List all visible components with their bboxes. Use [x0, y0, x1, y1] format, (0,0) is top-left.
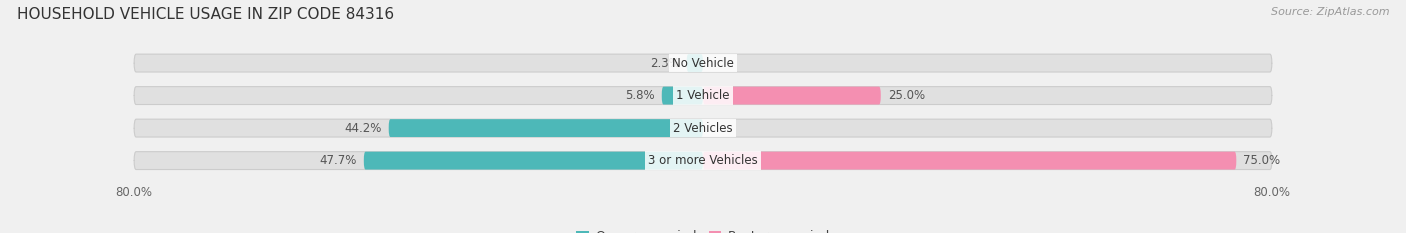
- Text: 75.0%: 75.0%: [1243, 154, 1281, 167]
- FancyBboxPatch shape: [134, 54, 1272, 72]
- Text: 3 or more Vehicles: 3 or more Vehicles: [648, 154, 758, 167]
- Text: 44.2%: 44.2%: [344, 122, 381, 135]
- Text: Source: ZipAtlas.com: Source: ZipAtlas.com: [1271, 7, 1389, 17]
- Text: HOUSEHOLD VEHICLE USAGE IN ZIP CODE 84316: HOUSEHOLD VEHICLE USAGE IN ZIP CODE 8431…: [17, 7, 394, 22]
- FancyBboxPatch shape: [703, 152, 1236, 170]
- Legend: Owner-occupied, Renter-occupied: Owner-occupied, Renter-occupied: [571, 225, 835, 233]
- FancyBboxPatch shape: [686, 54, 703, 72]
- Text: 2.3%: 2.3%: [650, 57, 679, 70]
- FancyBboxPatch shape: [364, 152, 703, 170]
- FancyBboxPatch shape: [662, 87, 703, 105]
- Text: 25.0%: 25.0%: [887, 89, 925, 102]
- FancyBboxPatch shape: [134, 152, 1272, 170]
- FancyBboxPatch shape: [134, 119, 1272, 137]
- FancyBboxPatch shape: [703, 87, 880, 105]
- Text: 47.7%: 47.7%: [319, 154, 357, 167]
- Text: 2 Vehicles: 2 Vehicles: [673, 122, 733, 135]
- Text: No Vehicle: No Vehicle: [672, 57, 734, 70]
- Text: 1 Vehicle: 1 Vehicle: [676, 89, 730, 102]
- FancyBboxPatch shape: [388, 119, 703, 137]
- FancyBboxPatch shape: [134, 87, 1272, 105]
- Text: 5.8%: 5.8%: [626, 89, 655, 102]
